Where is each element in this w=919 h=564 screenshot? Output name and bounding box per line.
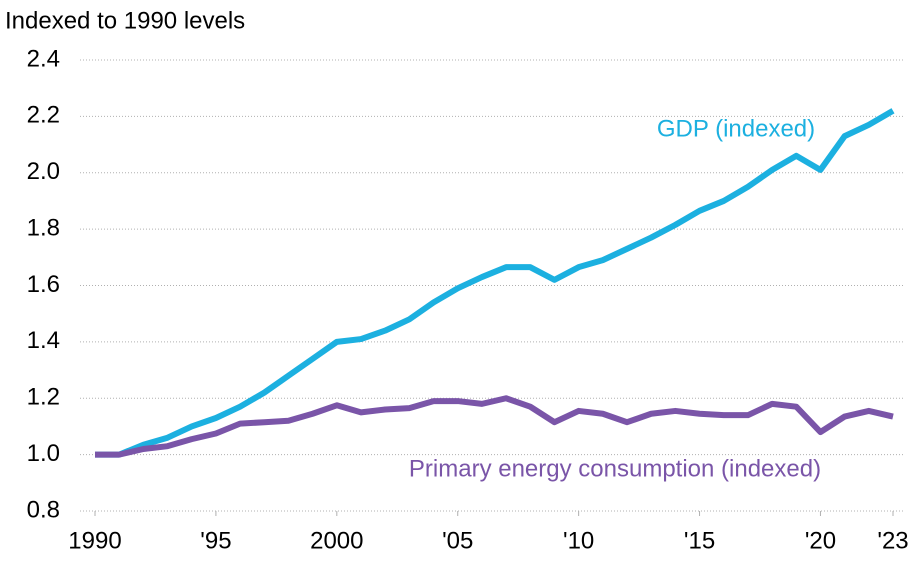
x-tick-label: '20 xyxy=(805,527,836,554)
series-label: GDP (indexed) xyxy=(657,115,815,142)
x-tick-label: 1990 xyxy=(68,527,121,554)
x-tick-label: '23 xyxy=(877,527,908,554)
x-tick-label: 2000 xyxy=(310,527,363,554)
y-tick-label: 1.2 xyxy=(27,384,60,411)
y-tick-label: 2.0 xyxy=(27,158,60,185)
y-tick-label: 1.6 xyxy=(27,271,60,298)
y-tick-label: 1.0 xyxy=(27,440,60,467)
y-axis-label: Indexed to 1990 levels xyxy=(5,7,245,34)
x-tick-label: '10 xyxy=(563,527,594,554)
y-tick-label: 1.4 xyxy=(27,327,60,354)
y-tick-label: 1.8 xyxy=(27,214,60,241)
series-label: Primary energy consumption (indexed) xyxy=(409,455,821,482)
y-tick-label: 0.8 xyxy=(27,496,60,523)
x-tick-label: '05 xyxy=(442,527,473,554)
y-tick-label: 2.4 xyxy=(27,45,60,72)
x-tick-label: '95 xyxy=(200,527,231,554)
series-line xyxy=(95,395,894,458)
series-line xyxy=(95,108,895,458)
x-tick-label: '15 xyxy=(684,527,715,554)
y-tick-label: 2.2 xyxy=(27,102,60,129)
